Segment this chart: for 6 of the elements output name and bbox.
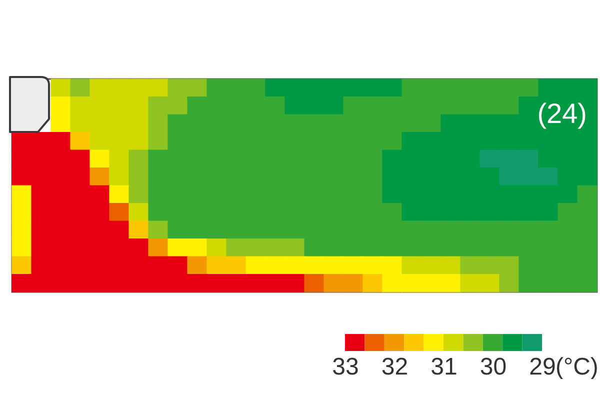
color-bar-label: 30 — [480, 354, 507, 380]
color-bar-label: 33 — [332, 354, 359, 380]
color-bar-label: 31 — [430, 354, 458, 380]
color-bar-label: 29 — [529, 354, 556, 380]
annotation: (24) — [537, 98, 587, 129]
color-bar-label: 32 — [381, 354, 408, 380]
